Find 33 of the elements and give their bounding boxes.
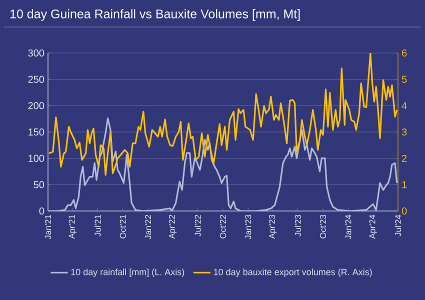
x-tick-label: Apr'22 <box>168 214 177 239</box>
x-tick-label: Oct'23 <box>320 214 326 238</box>
x-tick-label: Jul'21 <box>94 214 101 236</box>
y-tick-label: 300 <box>28 49 44 57</box>
y-tick-label: 250 <box>28 76 44 83</box>
y2-tick-label: 2 <box>402 154 407 162</box>
x-tick-label: Jan'23 <box>245 214 252 240</box>
y-tick-label: 0 <box>39 207 44 215</box>
x-tick-label: Oct'21 <box>120 214 126 238</box>
x-tick-label: Jul'24 <box>394 214 402 236</box>
y2-tick-label: 1 <box>402 181 407 188</box>
x-tick-label: Jan'21 <box>45 214 52 240</box>
y-tick-label: 200 <box>28 102 44 110</box>
x-tick-label: Oct'22 <box>220 214 226 238</box>
y2-tick-label: 4 <box>402 102 407 110</box>
x-tick-label: Jul'23 <box>294 214 301 236</box>
y2-tick-label: 3 <box>402 128 407 136</box>
x-tick-label: Jan'24 <box>345 214 352 240</box>
y2-tick-label: 0 <box>402 207 407 215</box>
x-tick-label: Jan'22 <box>145 214 152 240</box>
chart-title: 10 day Guinea Rainfall vs Bauxite Volumes [mm, Mt] <box>10 9 300 21</box>
x-tick-label: Jul'22 <box>194 214 201 236</box>
x-tick-label: Apr'23 <box>268 214 277 239</box>
y2-tick-label: 6 <box>402 49 407 57</box>
x-tick-label: Apr'24 <box>369 214 377 239</box>
x-tick-label: Apr'21 <box>68 214 77 239</box>
legend-label: 10 day rainfall [mm] (L. Axis) <box>71 268 184 277</box>
y-tick-label: 150 <box>28 128 44 136</box>
line-series <box>48 53 398 176</box>
y-tick-label: 100 <box>28 154 44 162</box>
y2-tick-label: 5 <box>402 76 407 83</box>
y-tick-label: 50 <box>34 181 44 188</box>
legend-label: 10 day bauxite export volumes (R. Axis) <box>214 268 372 277</box>
